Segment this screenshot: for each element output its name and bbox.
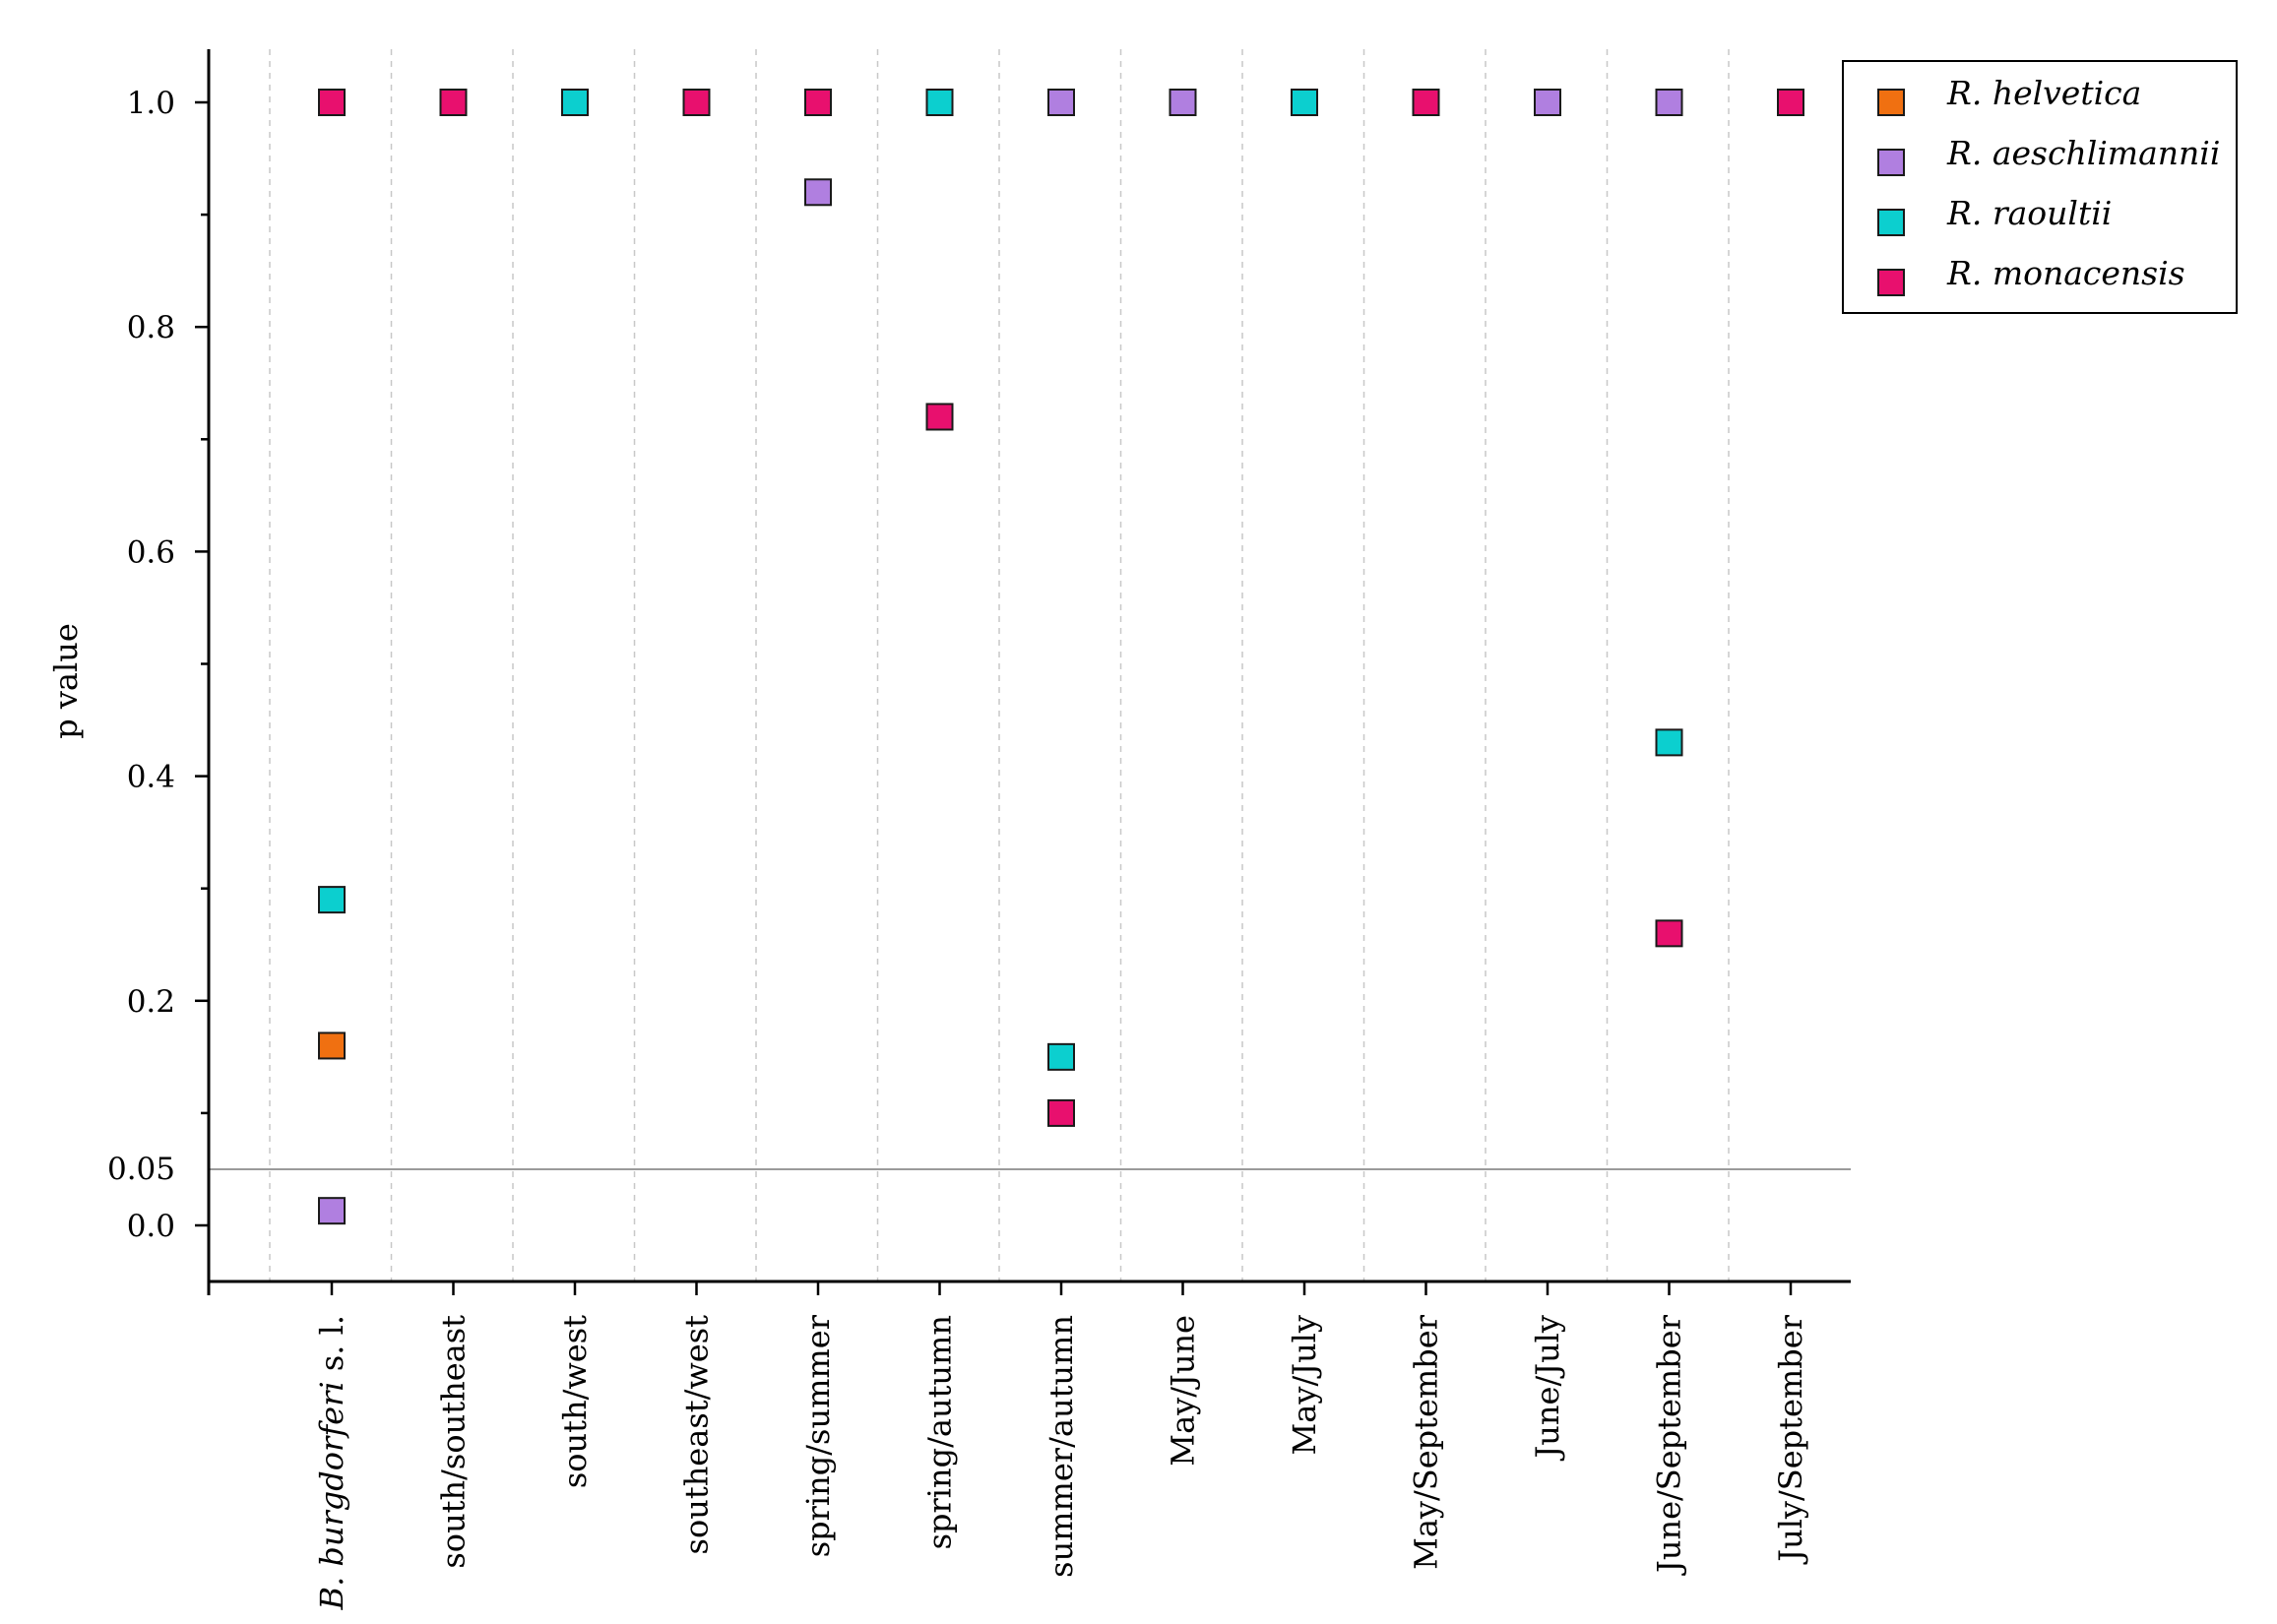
marker-r-raoultii xyxy=(1047,1042,1075,1071)
x-category-label: June/July xyxy=(1529,1315,1566,1462)
reference-line-group: 0.05 xyxy=(107,1152,1851,1187)
x-category-label: summer/autumn xyxy=(1043,1315,1080,1578)
category-name: summer/autumn xyxy=(1043,1315,1080,1578)
legend-swatch xyxy=(1877,269,1905,296)
marker-r-raoultii xyxy=(318,886,346,914)
x-category-label: May/July xyxy=(1286,1315,1323,1455)
marker-r-monacensis xyxy=(925,403,954,431)
x-axis-ticks: B. burgdorferi s. l. south/southeast south… xyxy=(207,1281,1809,1610)
x-category-label: south/southeast xyxy=(435,1315,473,1569)
x-category-label: spring/summer xyxy=(799,1314,837,1557)
marker-r-monacensis xyxy=(1777,89,1804,116)
data-markers xyxy=(318,89,1804,1225)
y-tick-label: 0.6 xyxy=(127,534,175,570)
marker-r-aeschlimannii xyxy=(318,1197,346,1225)
marker-r-aeschlimannii xyxy=(804,178,832,207)
category-name: south/southeast xyxy=(435,1315,473,1569)
y-tick-label: 0.8 xyxy=(127,310,175,345)
category-name: May/July xyxy=(1286,1315,1323,1455)
legend-box xyxy=(1842,60,2238,314)
significance-label: 0.05 xyxy=(107,1152,175,1187)
marker-r-monacensis xyxy=(682,89,711,116)
category-name: May/September xyxy=(1408,1314,1445,1570)
marker-r-raoultii xyxy=(561,89,589,116)
marker-r-monacensis xyxy=(439,89,468,116)
category-name: southeast/west xyxy=(678,1315,716,1555)
marker-r-aeschlimannii xyxy=(1655,89,1683,116)
category-gridlines xyxy=(269,49,1730,1281)
marker-r-helvetica xyxy=(318,1031,346,1060)
legend-label: R. helvetica xyxy=(1946,74,2141,112)
y-axis-title: p value xyxy=(47,623,85,739)
legend-label: R. raoultii xyxy=(1946,194,2112,232)
category-suffix: s. l. xyxy=(313,1315,350,1381)
category-name: June/September xyxy=(1651,1314,1688,1576)
marker-r-monacensis xyxy=(318,89,346,116)
legend: R. helvetica R. aeschlimannii R. raoultii R… xyxy=(1842,60,2238,314)
legend-label: R. monacensis xyxy=(1946,254,2185,292)
marker-r-raoultii xyxy=(925,89,954,116)
category-name: June/July xyxy=(1529,1315,1566,1462)
x-category-label: May/September xyxy=(1408,1314,1445,1570)
axes xyxy=(207,49,1851,1295)
legend-swatch xyxy=(1877,209,1905,236)
y-tick-label: 0.0 xyxy=(127,1209,175,1244)
x-category-label: southeast/west xyxy=(678,1315,716,1555)
marker-r-monacensis xyxy=(1047,1098,1075,1127)
marker-r-aeschlimannii xyxy=(1534,89,1561,116)
category-name: May/June xyxy=(1165,1315,1202,1467)
category-name: south/west xyxy=(556,1315,594,1488)
y-tick-label: 0.4 xyxy=(127,760,175,795)
y-tick-label: 0.2 xyxy=(127,984,175,1020)
category-name: spring/summer xyxy=(799,1314,837,1557)
y-axis-ticks: 0.0 0.2 0.4 0.6 0.8 1.0 xyxy=(127,86,209,1244)
marker-r-aeschlimannii xyxy=(1047,89,1075,116)
marker-r-aeschlimannii xyxy=(1169,89,1197,116)
category-name: July/September xyxy=(1772,1314,1809,1564)
marker-r-monacensis xyxy=(804,89,832,116)
x-category-label: July/September xyxy=(1772,1314,1809,1564)
x-category-label: May/June xyxy=(1165,1315,1202,1467)
x-category-label: B. burgdorferi s. l. xyxy=(313,1315,350,1610)
category-name: B. burgdorferi xyxy=(313,1381,350,1610)
marker-r-monacensis xyxy=(1412,89,1440,116)
legend-swatch xyxy=(1877,89,1905,116)
x-category-label: June/September xyxy=(1651,1314,1688,1576)
marker-r-raoultii xyxy=(1655,728,1683,757)
x-category-label: spring/autumn xyxy=(921,1315,959,1549)
marker-r-raoultii xyxy=(1291,89,1318,116)
category-name: spring/autumn xyxy=(921,1315,959,1549)
marker-r-monacensis xyxy=(1655,919,1683,948)
legend-swatch xyxy=(1877,149,1905,176)
x-category-label: south/west xyxy=(556,1315,594,1488)
legend-label: R. aeschlimannii xyxy=(1946,134,2220,172)
y-tick-label: 1.0 xyxy=(127,86,175,121)
